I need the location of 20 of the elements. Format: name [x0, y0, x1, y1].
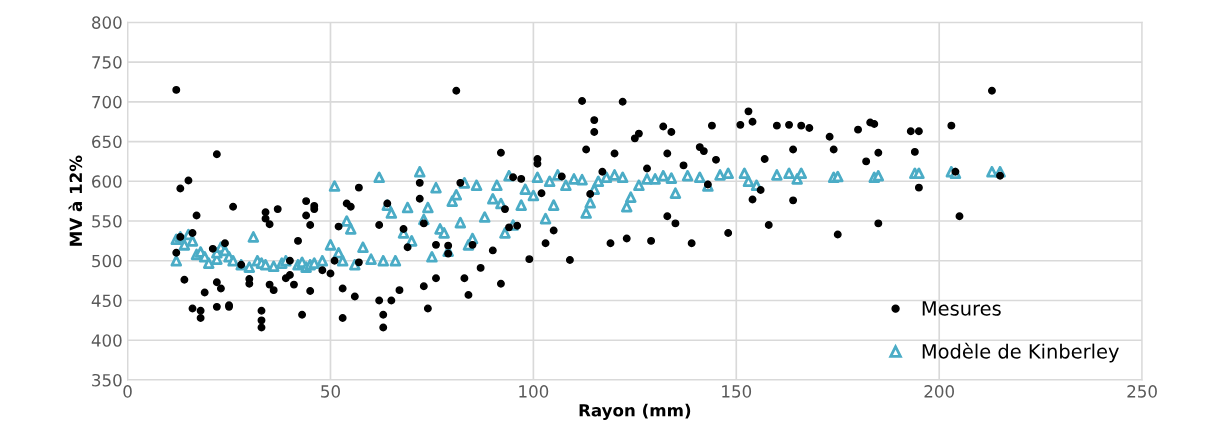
- x-tick-label: 100: [519, 385, 549, 398]
- x-tick-label: 250: [1127, 385, 1157, 398]
- x-tick-label: 150: [722, 385, 752, 398]
- y-tick-label: 500: [92, 254, 122, 268]
- y-tick-label: 450: [91, 294, 122, 308]
- y-tick-label: 350: [92, 373, 122, 387]
- y-tick-label: 550: [92, 214, 122, 228]
- x-tick-label: 200: [924, 385, 954, 398]
- y-axis-title: MV à 12%: [68, 155, 83, 246]
- y-tick-label: 800: [92, 16, 122, 29]
- y-tick-label: 650: [92, 135, 122, 149]
- y-tick-label: 700: [92, 95, 122, 109]
- y-tick-label: 750: [92, 56, 122, 69]
- x-tick-label: 50: [321, 385, 340, 398]
- y-tick-label: 600: [92, 175, 122, 188]
- legend-label: Mesures: [922, 301, 1001, 316]
- legend-label: Modèle de Kinberley: [922, 342, 1119, 363]
- y-tick-label: 400: [91, 334, 122, 347]
- x-axis-title: Rayon (mm): [579, 403, 691, 420]
- x-tick-label: 0: [123, 385, 132, 398]
